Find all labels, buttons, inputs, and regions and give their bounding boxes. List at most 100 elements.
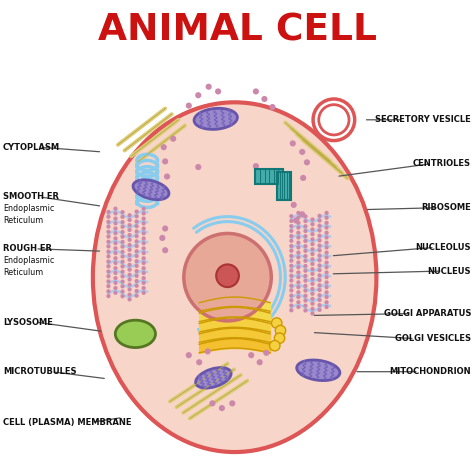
Text: GOLGI APPARATUS: GOLGI APPARATUS — [383, 309, 471, 318]
Circle shape — [310, 242, 315, 246]
Circle shape — [162, 226, 168, 232]
Circle shape — [325, 246, 328, 249]
Circle shape — [319, 105, 349, 135]
Circle shape — [310, 287, 315, 291]
Circle shape — [310, 297, 315, 301]
Circle shape — [296, 255, 301, 259]
Ellipse shape — [194, 109, 237, 129]
Circle shape — [303, 294, 308, 298]
Circle shape — [128, 297, 132, 301]
Circle shape — [128, 223, 132, 228]
Circle shape — [263, 350, 269, 356]
Circle shape — [120, 235, 125, 239]
Circle shape — [128, 247, 132, 252]
Circle shape — [106, 279, 110, 283]
Circle shape — [318, 214, 322, 218]
Circle shape — [135, 239, 139, 244]
Circle shape — [325, 305, 328, 309]
Circle shape — [303, 299, 308, 302]
Circle shape — [128, 292, 132, 297]
Circle shape — [274, 333, 285, 343]
Circle shape — [289, 288, 293, 292]
Circle shape — [318, 238, 322, 243]
Text: MITOCHONDRION: MITOCHONDRION — [389, 367, 471, 376]
Circle shape — [303, 234, 308, 238]
Circle shape — [325, 216, 328, 220]
Circle shape — [318, 293, 322, 297]
Circle shape — [325, 265, 328, 269]
Circle shape — [206, 83, 212, 90]
Circle shape — [296, 265, 301, 269]
Circle shape — [135, 283, 139, 288]
Circle shape — [113, 291, 118, 295]
Circle shape — [253, 88, 259, 94]
Circle shape — [303, 284, 308, 288]
Circle shape — [106, 220, 110, 224]
Circle shape — [135, 264, 139, 268]
Circle shape — [296, 211, 301, 215]
Circle shape — [325, 290, 328, 294]
Circle shape — [142, 227, 146, 231]
Circle shape — [299, 211, 305, 218]
Circle shape — [142, 276, 146, 280]
Circle shape — [318, 219, 322, 223]
Circle shape — [303, 214, 308, 219]
Circle shape — [318, 273, 322, 277]
Circle shape — [325, 300, 328, 304]
Circle shape — [310, 247, 315, 251]
Circle shape — [186, 102, 192, 109]
Circle shape — [113, 276, 118, 280]
Circle shape — [135, 289, 139, 293]
Circle shape — [135, 269, 139, 273]
Circle shape — [113, 231, 118, 236]
Circle shape — [325, 255, 328, 259]
Circle shape — [303, 224, 308, 228]
Circle shape — [296, 226, 301, 230]
Circle shape — [113, 246, 118, 250]
Ellipse shape — [297, 360, 340, 381]
Circle shape — [296, 285, 301, 289]
Circle shape — [289, 214, 293, 219]
Circle shape — [289, 264, 293, 268]
Text: CYTOPLASM: CYTOPLASM — [3, 143, 60, 152]
Circle shape — [289, 273, 293, 278]
Circle shape — [120, 284, 125, 289]
Circle shape — [289, 238, 293, 243]
Circle shape — [289, 303, 293, 308]
Circle shape — [128, 257, 132, 262]
Circle shape — [296, 250, 301, 255]
Circle shape — [289, 298, 293, 302]
Circle shape — [128, 263, 132, 267]
Circle shape — [128, 228, 132, 232]
Circle shape — [106, 289, 110, 293]
Text: MICROTUBULES: MICROTUBULES — [3, 367, 77, 376]
Circle shape — [106, 244, 110, 248]
Circle shape — [310, 237, 315, 241]
Circle shape — [318, 264, 322, 268]
Circle shape — [289, 278, 293, 283]
Polygon shape — [277, 172, 292, 200]
Circle shape — [120, 240, 125, 244]
Circle shape — [142, 246, 146, 250]
Circle shape — [162, 158, 168, 164]
Circle shape — [296, 295, 301, 299]
Circle shape — [303, 259, 308, 263]
Circle shape — [310, 307, 315, 311]
Circle shape — [303, 219, 308, 223]
Circle shape — [113, 237, 118, 240]
Circle shape — [120, 274, 125, 279]
Circle shape — [289, 254, 293, 258]
Circle shape — [135, 210, 139, 214]
Circle shape — [310, 257, 315, 261]
Circle shape — [325, 275, 328, 279]
Circle shape — [216, 264, 239, 287]
Circle shape — [296, 305, 301, 309]
Circle shape — [135, 293, 139, 298]
Text: Endoplasmic: Endoplasmic — [3, 256, 55, 265]
Circle shape — [275, 325, 286, 336]
Circle shape — [128, 237, 132, 242]
Circle shape — [318, 234, 322, 238]
Circle shape — [310, 222, 315, 227]
Circle shape — [142, 231, 146, 236]
Circle shape — [289, 248, 293, 253]
